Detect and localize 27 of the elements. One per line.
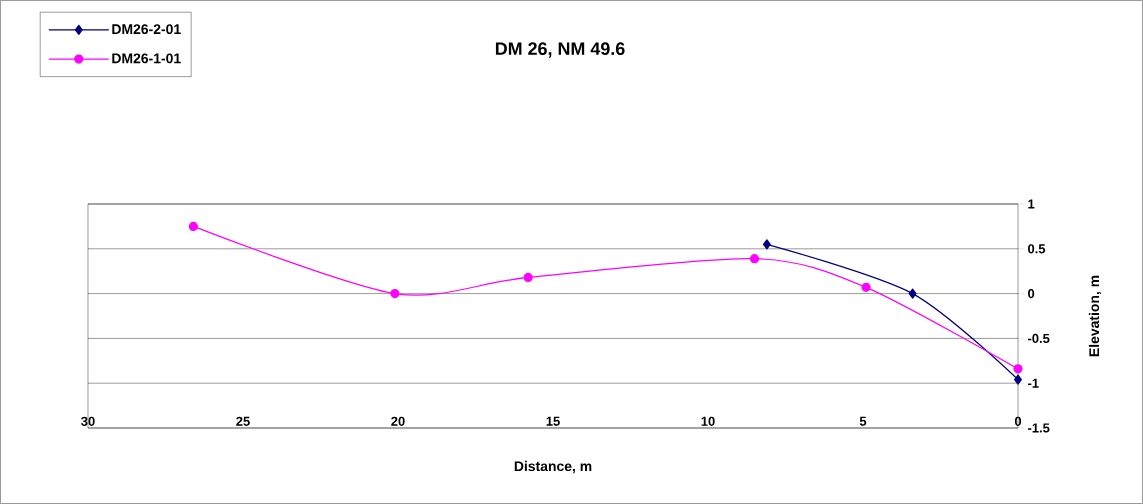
- x-axis-title: Distance, m: [514, 460, 592, 474]
- x-tick-label: 0: [1014, 416, 1022, 426]
- y-tick-label: 0: [1028, 289, 1035, 299]
- point: [908, 288, 917, 299]
- y-tick-label: 0.5: [1028, 244, 1046, 254]
- point: [523, 272, 533, 283]
- x-tick-label: 30: [81, 416, 95, 426]
- x-tick-label: 15: [546, 416, 560, 426]
- y-tick-label: -0.5: [1028, 333, 1050, 343]
- x-tick-label: 25: [236, 416, 250, 426]
- point: [1013, 364, 1023, 374]
- point: [1014, 374, 1022, 385]
- point: [762, 239, 771, 250]
- y-tick-label: 1: [1028, 199, 1035, 209]
- y-tick-label: -1: [1028, 378, 1039, 388]
- point: [390, 289, 400, 299]
- point: [861, 282, 871, 292]
- x-tick-label: 5: [859, 416, 867, 426]
- point: [749, 254, 760, 264]
- x-tick-label: 10: [701, 416, 715, 426]
- legend-label: DM26-1-01: [112, 53, 181, 64]
- x-tick-label: 20: [391, 416, 405, 426]
- chart-title: DM 26, NM 49.6: [495, 42, 625, 58]
- y-axis-title: Elevation, m: [1088, 275, 1102, 357]
- y-tick-label: -1.5: [1028, 423, 1050, 433]
- legend-label: DM26-2-01: [112, 24, 181, 35]
- point: [188, 221, 198, 231]
